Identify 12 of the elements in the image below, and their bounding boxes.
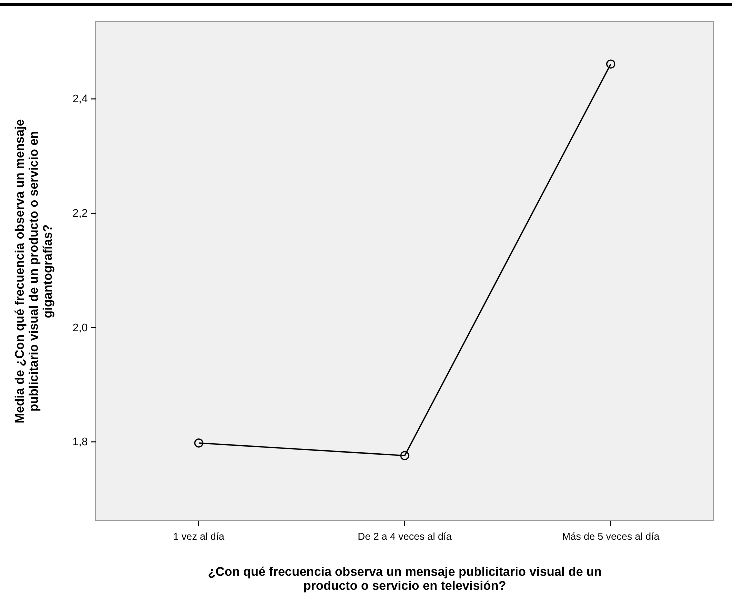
x-tick-label: 1 vez al día <box>173 532 226 543</box>
x-tick-label: De 2 a 4 veces al día <box>358 532 452 543</box>
y-tick-label: 2,4 <box>72 94 88 106</box>
y-axis-title: Media de ¿Con qué frecuencia observa un mensaje publicitario visual de un producto o servicio en gigantografías? <box>13 119 55 424</box>
y-tick-label: 2,2 <box>72 208 88 220</box>
y-tick-label: 2,0 <box>72 322 88 334</box>
point <box>606 60 616 69</box>
point <box>194 438 204 448</box>
point <box>400 451 410 460</box>
x-tick-label: Más de 5 veces al día <box>562 532 660 543</box>
x-axis-title: ¿Con qué frecuencia observa un mensaje publicitario visual de un producto o servicio en televisión? <box>208 565 602 593</box>
y-tick-label: 1,8 <box>72 436 88 449</box>
